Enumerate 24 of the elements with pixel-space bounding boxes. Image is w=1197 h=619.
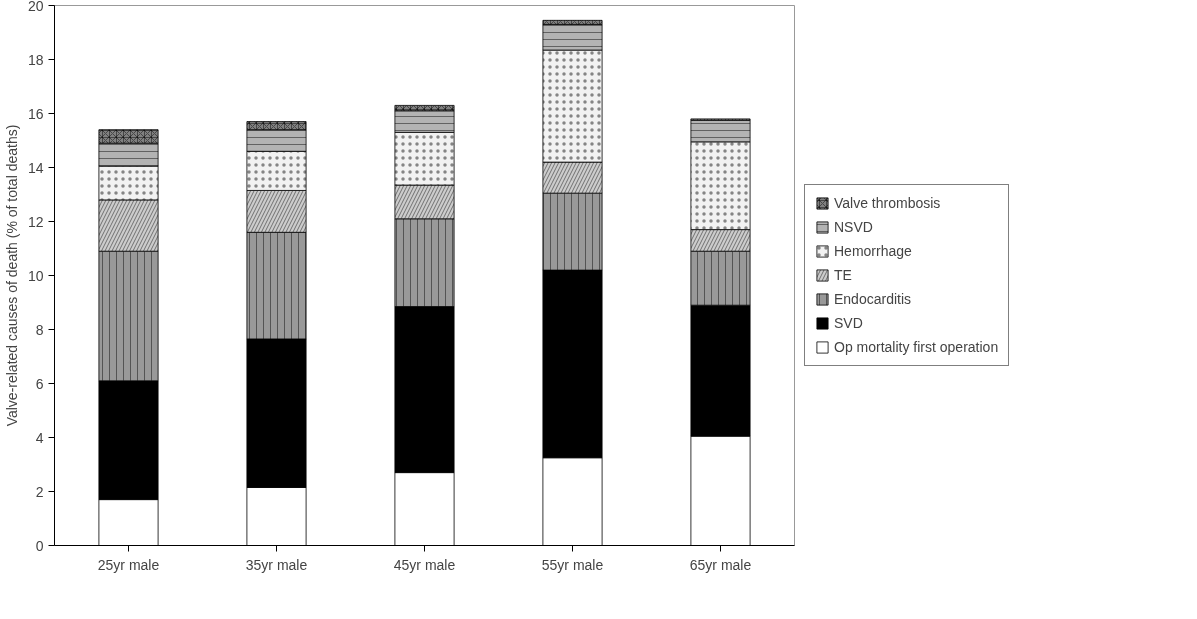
legend-label: NSVD bbox=[834, 219, 873, 235]
y-tick-label: 10 bbox=[27, 267, 44, 284]
legend-label: TE bbox=[834, 267, 853, 283]
y-tick-label: 12 bbox=[27, 213, 44, 230]
x-tick-label: 55yr male bbox=[541, 556, 604, 573]
legend-label: Endocarditis bbox=[834, 291, 912, 307]
y-tick-label: 20 bbox=[27, 0, 44, 14]
y-tick-label: 16 bbox=[27, 105, 44, 122]
y-tick-label: 14 bbox=[27, 159, 44, 176]
y-tick-label: 0 bbox=[35, 537, 44, 554]
y-tick-label: 2 bbox=[35, 483, 44, 500]
x-tick-label: 25yr male bbox=[97, 556, 160, 573]
x-tick-label: 65yr male bbox=[689, 556, 752, 573]
y-tick-label: 4 bbox=[35, 429, 44, 446]
legend-label: Op mortality first operation bbox=[834, 339, 999, 355]
legend-label: Hemorrhage bbox=[834, 243, 912, 259]
y-axis-title: Valve-related causes of death (% of total deaths) bbox=[3, 124, 20, 427]
y-tick-label: 18 bbox=[27, 51, 44, 68]
y-tick-label: 6 bbox=[35, 375, 44, 392]
x-tick-label: 45yr male bbox=[393, 556, 456, 573]
legend-label: Valve thrombosis bbox=[834, 195, 941, 211]
x-tick-label: 35yr male bbox=[245, 556, 308, 573]
y-tick-label: 8 bbox=[35, 321, 44, 338]
legend-label: SVD bbox=[834, 315, 863, 331]
